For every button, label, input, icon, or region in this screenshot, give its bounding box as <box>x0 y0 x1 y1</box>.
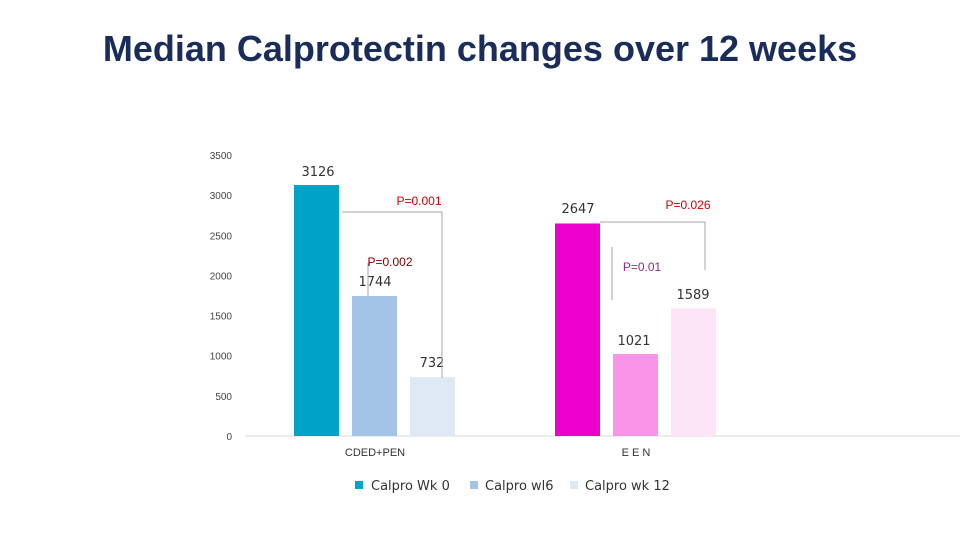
chart-title: Median Calprotectin changes over 12 week… <box>102 28 858 69</box>
data-label: 3126 <box>301 165 334 180</box>
y-tick-label: 0 <box>226 432 232 443</box>
bar <box>613 354 658 436</box>
legend-label: Calpro wk 12 <box>585 479 670 494</box>
x-tick-label: CDED+PEN <box>345 447 405 459</box>
legend-label: Calpro wl6 <box>485 479 554 494</box>
legend-swatch <box>355 481 363 489</box>
p-value-label: P=0.001 <box>396 194 441 208</box>
data-label: 1744 <box>358 275 391 290</box>
legend-swatch <box>570 481 578 489</box>
bar <box>352 295 397 436</box>
data-label: 1021 <box>617 334 650 349</box>
data-label: 2647 <box>561 202 594 217</box>
legend-swatch <box>470 481 478 489</box>
y-tick-label: 2000 <box>210 271 233 282</box>
bar <box>294 185 339 436</box>
p-value-label: P=0.026 <box>665 198 710 212</box>
p-value-label: P=0.01 <box>623 260 662 274</box>
data-label: 1589 <box>676 288 709 303</box>
bar <box>671 308 716 436</box>
bar <box>555 223 600 436</box>
legend-label: Calpro Wk 0 <box>371 479 450 494</box>
y-tick-label: 500 <box>215 392 232 403</box>
x-tick-label: E E N <box>622 447 651 459</box>
data-label: 732 <box>420 356 445 371</box>
y-tick-label: 3500 <box>210 151 233 162</box>
y-tick-label: 3000 <box>210 191 233 202</box>
bar <box>410 377 455 436</box>
significance-bracket <box>600 221 706 270</box>
y-tick-label: 1500 <box>210 312 233 323</box>
y-tick-label: 2500 <box>210 231 233 242</box>
y-tick-label: 1000 <box>210 352 233 363</box>
p-value-label: P=0.002 <box>367 255 412 269</box>
significance-bracket <box>342 211 443 378</box>
